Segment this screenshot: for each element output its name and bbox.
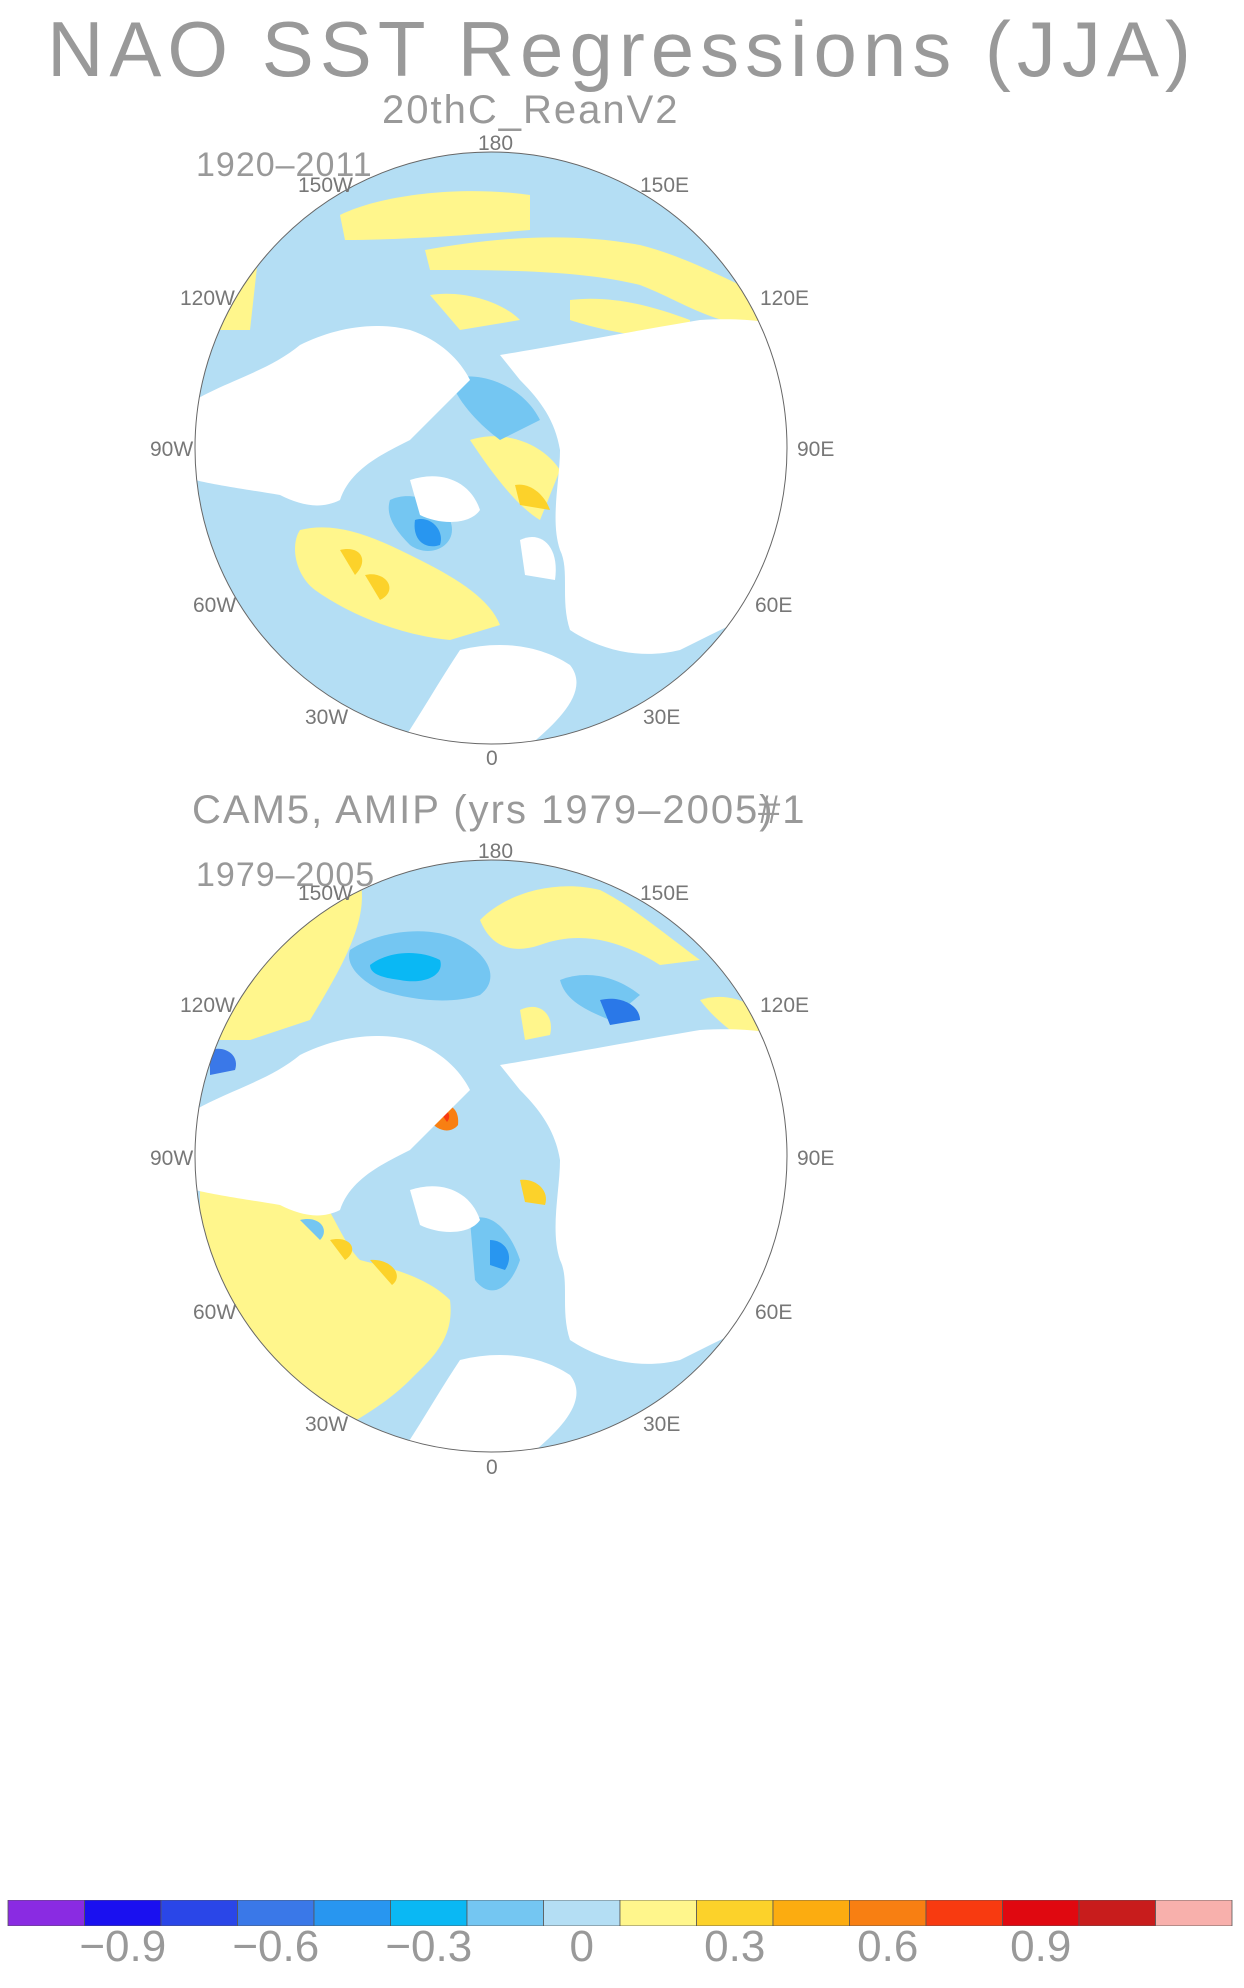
colorbar-swatch (543, 1900, 621, 1926)
colorbar-swatch (849, 1900, 927, 1926)
colorbar-tick-label: −0.3 (385, 1922, 473, 1971)
panel1-lon-60w: 60W (193, 594, 237, 617)
panel2-period: 1979–2005 (196, 856, 376, 894)
panel2-lon-60e: 60E (755, 1301, 793, 1324)
panel1-lon-90w: 90W (150, 438, 194, 461)
panel1-lon-150e: 150E (640, 174, 690, 197)
panel2-lon-30e: 30E (643, 1413, 681, 1436)
colorbar-swatch (313, 1900, 391, 1926)
colorbar-tick-label: 0.9 (1010, 1922, 1072, 1971)
colorbar-swatch (84, 1900, 162, 1926)
panel1-lon-150w: 150W (298, 174, 353, 197)
panel2-lon-150e: 150E (640, 882, 690, 905)
panel2-lon-120w: 120W (180, 994, 235, 1017)
colorbar-tick-label: −0.9 (79, 1922, 167, 1971)
panel1-map (194, 151, 788, 745)
colorbar-swatch (7, 1900, 85, 1926)
colorbar-swatch (619, 1900, 697, 1926)
colorbar-tick-label: 0.3 (704, 1922, 766, 1971)
panel2-lon-90w: 90W (150, 1147, 194, 1170)
figure-title: NAO SST Regressions (JJA) (47, 5, 1197, 93)
panel2-lon-150w: 150W (298, 882, 353, 905)
panel2-map (194, 859, 788, 1453)
panel1-lon-30w: 30W (305, 706, 349, 729)
panel1-lon-120e: 120E (760, 287, 810, 310)
panel2-lon-120e: 120E (760, 994, 810, 1017)
panel1-subtitle: 20thC_ReanV2 (382, 88, 680, 132)
panel2-lon-30w: 30W (305, 1413, 349, 1436)
panel1-lon-60e: 60E (755, 594, 793, 617)
colorbar-swatch (390, 1900, 468, 1926)
panel2-lon-0: 0 (486, 1456, 498, 1479)
panel2-lon-60w: 60W (193, 1301, 237, 1324)
colorbar-swatch (160, 1900, 238, 1926)
panel1-lon-30e: 30E (643, 706, 681, 729)
colorbar (7, 1900, 1233, 1926)
colorbar-swatch (772, 1900, 850, 1926)
colorbar-tick-label: 0 (569, 1922, 594, 1971)
panel1-lon-0: 0 (486, 747, 498, 770)
colorbar-swatch (1155, 1900, 1233, 1926)
colorbar-swatch (925, 1900, 1003, 1926)
colorbar-tick-label: 0.6 (857, 1922, 919, 1971)
panel1-lon-90e: 90E (797, 438, 835, 461)
panel1-lon-180: 180 (478, 132, 514, 155)
colorbar-swatch (1078, 1900, 1156, 1926)
panel1-period: 1920–2011 (196, 146, 373, 184)
colorbar-tick-label: −0.6 (232, 1922, 320, 1971)
panel2-lon-180: 180 (478, 840, 514, 863)
panel2-run: #1 (758, 788, 807, 832)
colorbar-swatch (466, 1900, 544, 1926)
panel1-lon-120w: 120W (180, 287, 235, 310)
panel2-lon-90e: 90E (797, 1147, 835, 1170)
panel2-subtitle: CAM5, AMIP (yrs 1979–2005) (192, 788, 775, 832)
